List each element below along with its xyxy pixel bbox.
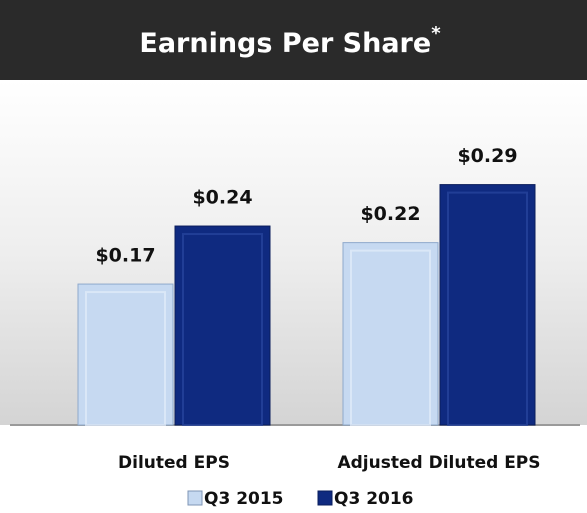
bar-bevel: [85, 291, 166, 426]
chart-title: Earnings Per Share*: [139, 23, 441, 59]
bar-bevel: [447, 191, 528, 426]
value-label: $0.24: [192, 187, 252, 209]
value-label: $0.29: [457, 145, 517, 167]
title-band: [0, 0, 587, 80]
x-tick-label: Diluted EPS: [118, 453, 230, 473]
bar: [439, 184, 536, 426]
x-tick-label: Adjusted Diluted EPS: [337, 453, 540, 473]
bar-bevel: [182, 233, 263, 426]
legend-swatch: [317, 490, 333, 506]
bar-bevel: [350, 249, 431, 426]
bar: [174, 225, 271, 426]
bar: [342, 242, 439, 426]
legend-swatch: [187, 490, 203, 506]
value-label: $0.22: [360, 203, 420, 225]
legend-label: Q3 2015: [204, 489, 284, 509]
legend-label: Q3 2016: [334, 489, 414, 509]
value-label: $0.17: [95, 245, 155, 267]
bar: [77, 283, 174, 426]
